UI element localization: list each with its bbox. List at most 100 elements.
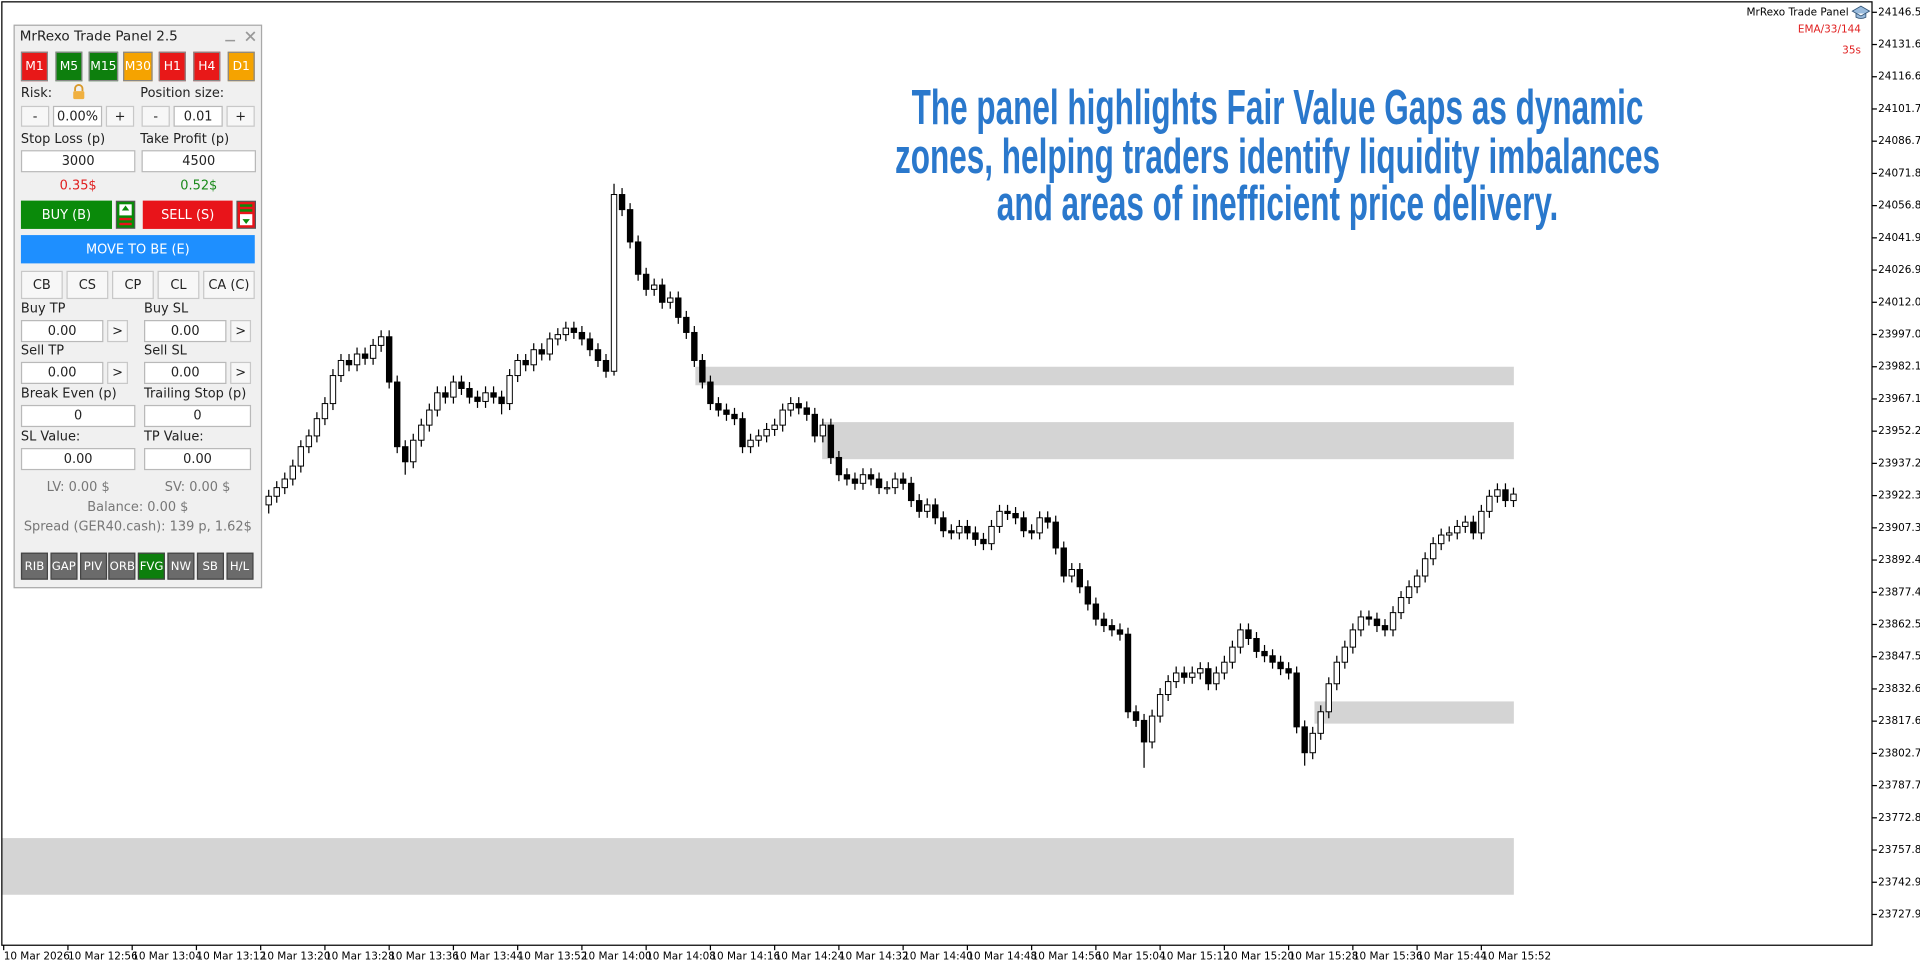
candle-body <box>394 381 401 448</box>
candle-body <box>281 478 288 489</box>
candle-body <box>1036 517 1043 534</box>
candle-body <box>522 359 529 366</box>
close-button[interactable]: CP <box>112 270 154 300</box>
tp-value-label: TP Value: <box>144 429 204 445</box>
x-tick-label: 10 Mar 13:44 <box>453 950 523 962</box>
x-tick-label: 10 Mar 12:56 <box>68 950 138 962</box>
candle-body <box>731 413 738 420</box>
candle-body <box>490 392 497 398</box>
x-tick-label: 10 Mar 15:52 <box>1481 950 1551 962</box>
close-button[interactable]: CL <box>157 270 200 300</box>
y-tick-label: 23952.20 <box>1878 425 1920 437</box>
candle-body <box>1140 719 1148 743</box>
lock-icon[interactable] <box>71 84 86 100</box>
close-button[interactable]: CS <box>66 270 109 300</box>
buy-tp-label: Buy TP <box>20 301 66 317</box>
candle-body <box>787 403 794 411</box>
y-tick-label: 24012.00 <box>1878 296 1920 308</box>
sl-value-input[interactable]: 0.00 <box>20 448 136 471</box>
candle-body <box>1052 521 1059 549</box>
candle-body <box>940 517 947 532</box>
timeframe-button[interactable]: H4 <box>193 51 221 82</box>
timeframe-button[interactable]: M1 <box>20 51 49 82</box>
tp-value-input[interactable]: 0.00 <box>144 448 252 471</box>
buy-sl-apply[interactable]: > <box>230 320 252 343</box>
candle-body <box>1389 612 1397 631</box>
candle-body <box>1405 586 1413 599</box>
candle-body <box>450 381 457 398</box>
candle-body <box>1213 672 1220 685</box>
candle-body <box>932 504 939 519</box>
risk-minus[interactable]: - <box>20 105 50 127</box>
candle-body <box>899 478 907 484</box>
y-tick-label: 23907.35 <box>1878 522 1920 534</box>
buy-sl-input[interactable]: 0.00 <box>144 320 227 343</box>
tool-button[interactable]: SB <box>196 552 224 580</box>
risk-input[interactable]: 0.00% <box>52 105 103 127</box>
timeframe-button[interactable]: M15 <box>88 51 119 82</box>
candle-body <box>1510 493 1517 502</box>
candle-body <box>683 316 690 333</box>
buy-tp-input[interactable]: 0.00 <box>20 320 104 343</box>
tool-button[interactable]: FVG <box>138 552 166 580</box>
y-tick-label: 23832.60 <box>1878 683 1920 695</box>
candle-body <box>1454 525 1461 534</box>
timeframe-button[interactable]: M5 <box>55 51 83 82</box>
spread-text: Spread (GER40.cash): 139 p, 1.62$ <box>23 519 252 535</box>
sl-input[interactable]: 3000 <box>20 150 136 173</box>
candle-body <box>1365 616 1373 620</box>
sl-value-label: SL Value: <box>20 429 81 445</box>
candle-body <box>1309 732 1316 754</box>
tp-input[interactable]: 4500 <box>141 150 257 173</box>
candle-body <box>1084 586 1092 605</box>
close-button[interactable]: CB <box>20 270 63 300</box>
tool-button[interactable]: ORB <box>108 552 136 580</box>
tool-button[interactable]: RIB <box>20 552 49 580</box>
sell-options[interactable] <box>236 200 257 229</box>
timeframe-button[interactable]: M30 <box>123 51 153 82</box>
candle-body <box>1269 655 1276 663</box>
sell-sl-apply[interactable]: > <box>230 361 252 385</box>
timeframe-button[interactable]: H1 <box>158 51 186 82</box>
sell-tp-input[interactable]: 0.00 <box>20 361 104 385</box>
sell-sl-label: Sell SL <box>144 343 187 359</box>
tool-button[interactable]: PIV <box>79 552 107 580</box>
move-to-be-button[interactable]: MOVE TO BE (E) <box>20 235 255 264</box>
size-input[interactable]: 0.01 <box>173 105 223 127</box>
x-tick-label: 10 Mar 15:12 <box>1160 950 1230 962</box>
candle-body <box>1237 629 1244 648</box>
sell-tp-apply[interactable]: > <box>107 361 129 385</box>
window-controls[interactable] <box>222 30 259 45</box>
break-even-input[interactable]: 0 <box>20 404 136 428</box>
headline: and areas of inefficient price delivery. <box>997 176 1558 231</box>
candle-body <box>1429 543 1437 560</box>
candle-body <box>916 500 923 512</box>
candle-body <box>1108 625 1116 631</box>
timeframe-button[interactable]: D1 <box>227 51 255 82</box>
tool-button[interactable]: H/L <box>225 552 254 580</box>
size-minus[interactable]: - <box>141 105 170 127</box>
y-tick-label: 24131.60 <box>1878 39 1920 51</box>
tool-button[interactable]: GAP <box>50 552 78 580</box>
buy-tp-apply[interactable]: > <box>107 320 129 343</box>
tool-button[interactable]: NW <box>167 552 195 580</box>
candle-body <box>634 241 642 275</box>
size-plus[interactable]: + <box>226 105 255 127</box>
y-tick-label: 23892.40 <box>1878 554 1920 566</box>
risk-plus[interactable]: + <box>105 105 135 127</box>
candle-body <box>667 297 674 303</box>
buy-options[interactable] <box>115 200 136 229</box>
close-button[interactable]: CA (C) <box>203 270 255 300</box>
candle-body <box>1478 510 1485 534</box>
sell-button[interactable]: SELL (S) <box>142 200 233 229</box>
candle-body <box>1349 629 1357 648</box>
candle-body <box>337 359 345 377</box>
candle-body <box>747 439 754 448</box>
buy-button[interactable]: BUY (B) <box>20 200 113 229</box>
candle-body <box>610 194 618 372</box>
candle-body <box>1317 711 1324 734</box>
sell-sl-input[interactable]: 0.00 <box>144 361 227 385</box>
trailing-stop-input[interactable]: 0 <box>144 404 252 428</box>
